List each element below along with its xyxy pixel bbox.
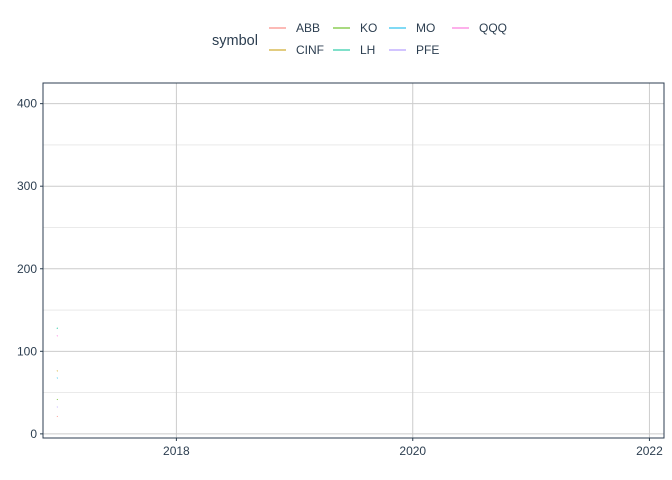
x-tick-label: 2020 — [399, 444, 426, 458]
legend-label: ABB — [296, 21, 320, 35]
legend-item-pfe: PFE — [389, 43, 439, 57]
plot-panel — [42, 82, 665, 439]
legend-label: QQQ — [479, 21, 507, 35]
x-tick-label: 2018 — [163, 444, 190, 458]
y-tick-label: 100 — [17, 344, 37, 358]
plot-background — [43, 83, 664, 438]
x-axis: 2018 2020 2022 — [163, 438, 663, 458]
y-tick-label: 300 — [17, 179, 37, 193]
legend-label: PFE — [416, 43, 439, 57]
y-tick-label: 200 — [17, 262, 37, 276]
legend-label: LH — [360, 43, 375, 57]
series-lines — [56, 327, 58, 417]
y-tick-label: 400 — [17, 97, 37, 111]
grid — [43, 83, 664, 438]
plot-border — [42, 82, 665, 439]
series-line-lh — [56, 327, 58, 329]
legend-item-abb: ABB — [269, 21, 320, 35]
y-tick-label: 0 — [30, 427, 37, 441]
legend-item-lh: LH — [333, 43, 375, 57]
legend: symbol ABB CINF KO LH MO PFE QQQ — [212, 21, 507, 57]
legend-item-ko: KO — [333, 21, 377, 35]
legend-label: MO — [416, 21, 435, 35]
legend-title: symbol — [212, 33, 258, 49]
legend-label: KO — [360, 21, 377, 35]
x-tick-label: 2022 — [636, 444, 663, 458]
y-axis: 0 100 200 300 400 — [17, 97, 43, 441]
legend-item-cinf: CINF — [269, 43, 324, 57]
legend-item-mo: MO — [389, 21, 435, 35]
legend-label: CINF — [296, 43, 324, 57]
legend-item-qqq: QQQ — [452, 21, 507, 35]
